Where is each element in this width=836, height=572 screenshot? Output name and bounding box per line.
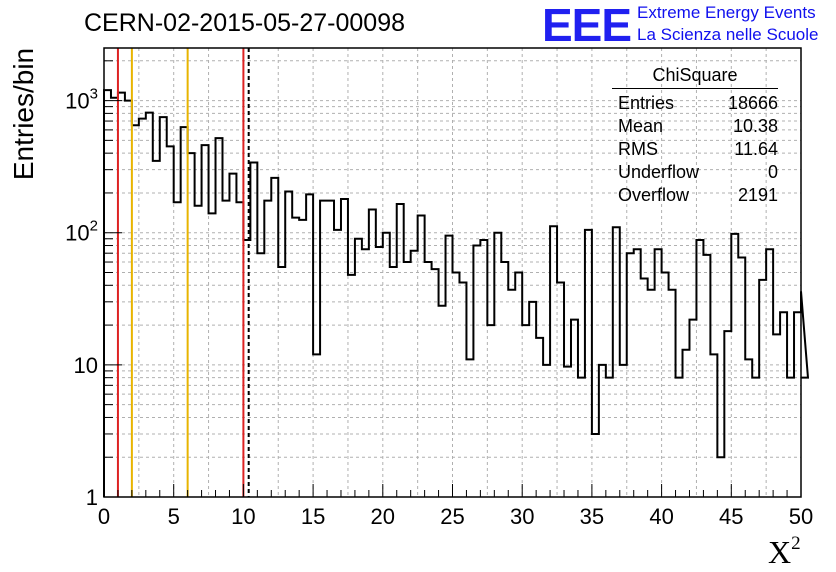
stats-row-value: 2191 <box>737 185 778 205</box>
stats-rows: Entries 18666 Mean 10.38 RMS 11.64 Underflow 0 O… <box>612 92 778 207</box>
x-tick-label: 20 <box>371 504 395 529</box>
stats-row-value: 10.38 <box>732 116 778 136</box>
x-tick-label: 0 <box>98 504 110 529</box>
eee-logo: EEE <box>542 0 632 51</box>
stats-row-label: Entries <box>618 93 675 113</box>
stats-box: ChiSquare Entries 18666 Mean 10.38 RMS 11.64 U… <box>612 65 778 207</box>
stats-row: Overflow 2191 <box>612 184 778 207</box>
x-tick-label: 10 <box>231 504 255 529</box>
x-tick-label: 50 <box>789 504 813 529</box>
logo-caption-line2: La Scienza nelle Scuole <box>637 25 819 44</box>
stats-row: Entries 18666 <box>612 92 778 115</box>
x-tick-label: 40 <box>649 504 673 529</box>
logo-caption-line1: Extreme Energy Events <box>637 3 816 22</box>
x-axis-label-exponent: 2 <box>791 533 801 554</box>
stats-row-value: 0 <box>767 162 778 182</box>
x-axis-label-symbol: X <box>768 534 792 570</box>
x-tick-label: 45 <box>719 504 743 529</box>
stats-row-label: Overflow <box>618 185 690 205</box>
x-axis-label: X2 <box>768 533 801 571</box>
stats-row-value: 18666 <box>727 93 778 113</box>
stats-row-label: Mean <box>618 116 664 136</box>
y-tick-label: 102 <box>65 218 98 246</box>
stats-header: ChiSquare <box>612 65 778 89</box>
x-tick-label: 30 <box>510 504 534 529</box>
x-tick-label: 25 <box>440 504 464 529</box>
chart-title: CERN-02-2015-05-27-00098 <box>84 9 406 37</box>
x-tick-label: 15 <box>301 504 325 529</box>
x-tick-label: 35 <box>580 504 604 529</box>
y-tick-label: 10 <box>74 353 98 378</box>
stats-row: Mean 10.38 <box>612 115 778 138</box>
stats-row-label: RMS <box>618 139 658 159</box>
y-tick-label: 1 <box>86 485 98 510</box>
stats-row-label: Underflow <box>618 162 700 182</box>
stats-row-value: 11.64 <box>734 139 778 159</box>
stats-row: RMS 11.64 <box>612 138 778 161</box>
stats-row: Underflow 0 <box>612 161 778 184</box>
histogram-series <box>103 89 810 497</box>
y-tick-label: 103 <box>65 86 98 114</box>
x-tick-label: 5 <box>168 504 180 529</box>
